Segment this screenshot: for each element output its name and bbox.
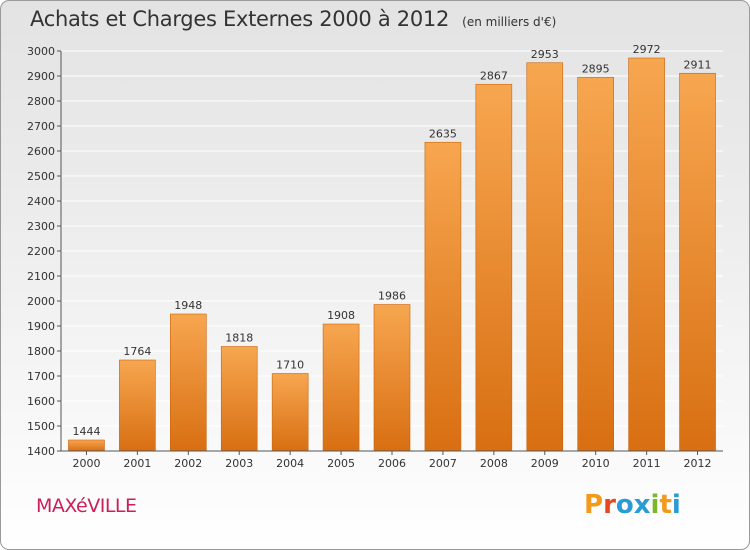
- y-tick-label: 3000: [27, 45, 55, 58]
- y-tick-label: 2500: [27, 170, 55, 183]
- bar: [322, 323, 360, 452]
- x-tick-label: 2005: [327, 457, 355, 470]
- bar: [119, 359, 156, 452]
- y-tick-label: 1900: [27, 320, 55, 333]
- y-tick-label: 2700: [27, 120, 55, 133]
- chart-unit: (en milliers d'€): [462, 15, 557, 29]
- chart-header: Achats et Charges Externes 2000 à 2012 (…: [30, 7, 556, 31]
- y-tick-label: 2100: [27, 270, 55, 283]
- x-tick-label: 2008: [480, 457, 508, 470]
- logo-letter: i: [650, 490, 660, 520]
- y-tick-label: 1400: [27, 445, 55, 458]
- value-label: 1948: [174, 299, 202, 312]
- y-tick-label: 1700: [27, 370, 55, 383]
- bar: [373, 304, 411, 452]
- x-tick-label: 2002: [174, 457, 202, 470]
- bar: [679, 72, 716, 452]
- bar: [220, 346, 258, 452]
- x-tick-label: 2000: [72, 457, 100, 470]
- bar: [170, 313, 207, 452]
- x-tick-label: 2011: [633, 457, 661, 470]
- x-tick-label: 2009: [531, 457, 559, 470]
- bar: [475, 83, 513, 452]
- value-label: 1710: [276, 359, 304, 372]
- bar: [577, 76, 614, 452]
- y-tick-label: 2900: [27, 70, 55, 83]
- commune-name: MAXéVILLE: [36, 495, 137, 517]
- y-tick-label: 2300: [27, 220, 55, 233]
- y-tick-label: 2200: [27, 245, 55, 258]
- value-label: 2972: [633, 43, 661, 56]
- x-tick-label: 2003: [225, 457, 253, 470]
- value-label: 2911: [684, 58, 712, 71]
- y-axis: 1400 1500 1600 1700 1800 1900 2000 2100 2200 2300…: [27, 45, 62, 458]
- bar: [68, 439, 105, 452]
- x-tick-label: 2006: [378, 457, 406, 470]
- proxiti-logo[interactable]: Proxiti: [584, 490, 681, 520]
- value-label: 1764: [123, 345, 151, 358]
- x-tick-label: 2001: [123, 457, 151, 470]
- y-tick-label: 1500: [27, 420, 55, 433]
- logo-letter: i: [671, 490, 681, 520]
- y-tick-label: 2600: [27, 145, 55, 158]
- value-label: 1908: [327, 309, 355, 322]
- value-label: 2953: [531, 48, 559, 61]
- bar: [628, 57, 665, 452]
- y-tick-label: 2000: [27, 295, 55, 308]
- logo-letter: r: [603, 490, 616, 520]
- value-label: 2867: [480, 69, 508, 82]
- bar: [424, 141, 462, 452]
- x-tick-label: 2012: [684, 457, 712, 470]
- value-label: 1444: [72, 425, 100, 438]
- bars: 1444 1764 1948 1818 1710 1908 1986 2635 2867 2953…: [68, 43, 716, 452]
- x-tick-label: 2010: [582, 457, 610, 470]
- y-tick-label: 2400: [27, 195, 55, 208]
- bar: [271, 373, 309, 452]
- value-label: 2895: [582, 62, 610, 75]
- y-tick-label: 1600: [27, 395, 55, 408]
- value-label: 2635: [429, 127, 457, 140]
- x-tick-label: 2007: [429, 457, 457, 470]
- x-axis: 2000 2001 2002 2003 2004 2005 2006 2007 2008 2009…: [61, 450, 723, 470]
- value-label: 1986: [378, 290, 406, 303]
- y-tick-label: 2800: [27, 95, 55, 108]
- chart-title: Achats et Charges Externes 2000 à 2012: [30, 7, 450, 31]
- x-tick-label: 2004: [276, 457, 304, 470]
- y-tick-label: 1800: [27, 345, 55, 358]
- logo-letter: t: [659, 490, 672, 520]
- bar: [526, 62, 564, 452]
- logo-letter: P: [584, 490, 604, 520]
- logo-letter: o: [615, 490, 634, 520]
- value-label: 1818: [225, 332, 253, 345]
- logo-letter: x: [633, 490, 651, 520]
